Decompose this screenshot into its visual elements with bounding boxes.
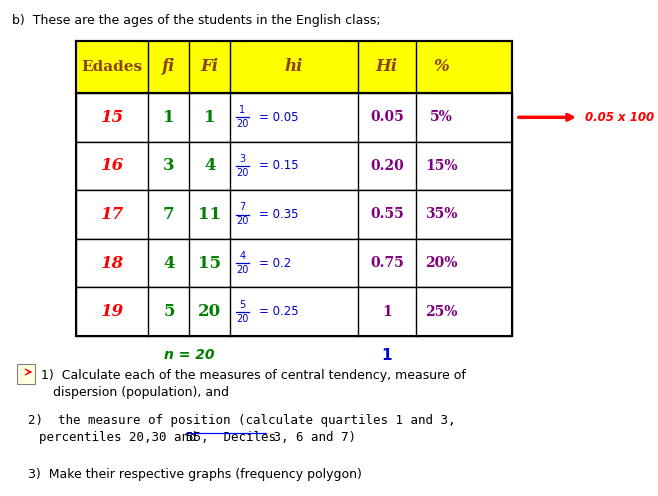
- Text: 3, 6 and 7): 3, 6 and 7): [266, 431, 356, 444]
- Text: 0.05: 0.05: [370, 110, 404, 124]
- Text: Fi: Fi: [201, 59, 218, 75]
- Text: 11: 11: [198, 206, 221, 223]
- Text: 15: 15: [101, 109, 124, 126]
- Text: 20: 20: [236, 120, 248, 129]
- Text: 15: 15: [198, 254, 221, 272]
- Text: 3: 3: [239, 154, 245, 164]
- Text: b)  These are the ages of the students in the English class;: b) These are the ages of the students in…: [12, 14, 381, 27]
- Text: 7: 7: [239, 202, 245, 212]
- Text: percentiles 20,30 and: percentiles 20,30 and: [39, 431, 204, 444]
- Text: 20: 20: [198, 303, 221, 320]
- Bar: [16, 364, 36, 384]
- Text: 15%: 15%: [425, 159, 458, 173]
- Text: 20: 20: [236, 216, 248, 227]
- Text: 25%: 25%: [426, 305, 458, 319]
- Text: 55,  Deciles: 55, Deciles: [186, 431, 276, 444]
- Text: 16: 16: [101, 157, 124, 175]
- Text: = 0.05: = 0.05: [259, 111, 298, 124]
- Text: fi: fi: [162, 59, 176, 75]
- Text: 20%: 20%: [426, 256, 458, 270]
- Text: 1)  Calculate each of the measures of central tendency, measure of: 1) Calculate each of the measures of cen…: [41, 369, 466, 382]
- Text: = 0.25: = 0.25: [259, 305, 299, 318]
- Text: dispersion (population), and: dispersion (population), and: [53, 386, 229, 399]
- Text: 1: 1: [163, 109, 174, 126]
- Text: 5%: 5%: [430, 110, 453, 124]
- Bar: [76, 41, 512, 93]
- Text: Hi: Hi: [376, 59, 398, 75]
- Text: 19: 19: [101, 303, 124, 320]
- Text: 0.05 x 100: 0.05 x 100: [584, 111, 653, 124]
- Text: 3)  Make their respective graphs (frequency polygon): 3) Make their respective graphs (frequen…: [28, 468, 362, 481]
- Text: %: %: [434, 59, 449, 75]
- Text: = 0.35: = 0.35: [259, 208, 298, 221]
- Text: 4: 4: [163, 254, 174, 272]
- Text: 2)  the measure of position (calculate quartiles 1 and 3,: 2) the measure of position (calculate qu…: [28, 414, 455, 427]
- Bar: [76, 190, 512, 239]
- Text: 0.20: 0.20: [370, 159, 404, 173]
- Text: 5: 5: [163, 303, 174, 320]
- Text: 35%: 35%: [426, 207, 458, 222]
- Text: Edades: Edades: [82, 60, 143, 74]
- Text: 5: 5: [239, 300, 245, 310]
- Text: = 0.2: = 0.2: [259, 256, 291, 270]
- Text: 0.55: 0.55: [370, 207, 404, 222]
- Text: 4: 4: [204, 157, 215, 175]
- Text: hi: hi: [285, 59, 303, 75]
- Text: 1: 1: [382, 305, 392, 319]
- Bar: [76, 93, 512, 141]
- Text: 1: 1: [239, 105, 245, 115]
- Text: n = 20: n = 20: [164, 348, 215, 362]
- Text: 7: 7: [163, 206, 174, 223]
- Text: 1: 1: [204, 109, 215, 126]
- Text: 0.75: 0.75: [370, 256, 404, 270]
- Bar: [76, 239, 512, 287]
- Text: 1: 1: [382, 348, 392, 363]
- Text: 18: 18: [101, 254, 124, 272]
- Bar: [76, 141, 512, 190]
- Bar: [76, 287, 512, 336]
- Text: 17: 17: [101, 206, 124, 223]
- Text: = 0.15: = 0.15: [259, 159, 299, 173]
- Text: 20: 20: [236, 265, 248, 275]
- Text: 4: 4: [239, 251, 245, 261]
- Text: 20: 20: [236, 313, 248, 324]
- Text: 3: 3: [163, 157, 174, 175]
- Text: 20: 20: [236, 168, 248, 178]
